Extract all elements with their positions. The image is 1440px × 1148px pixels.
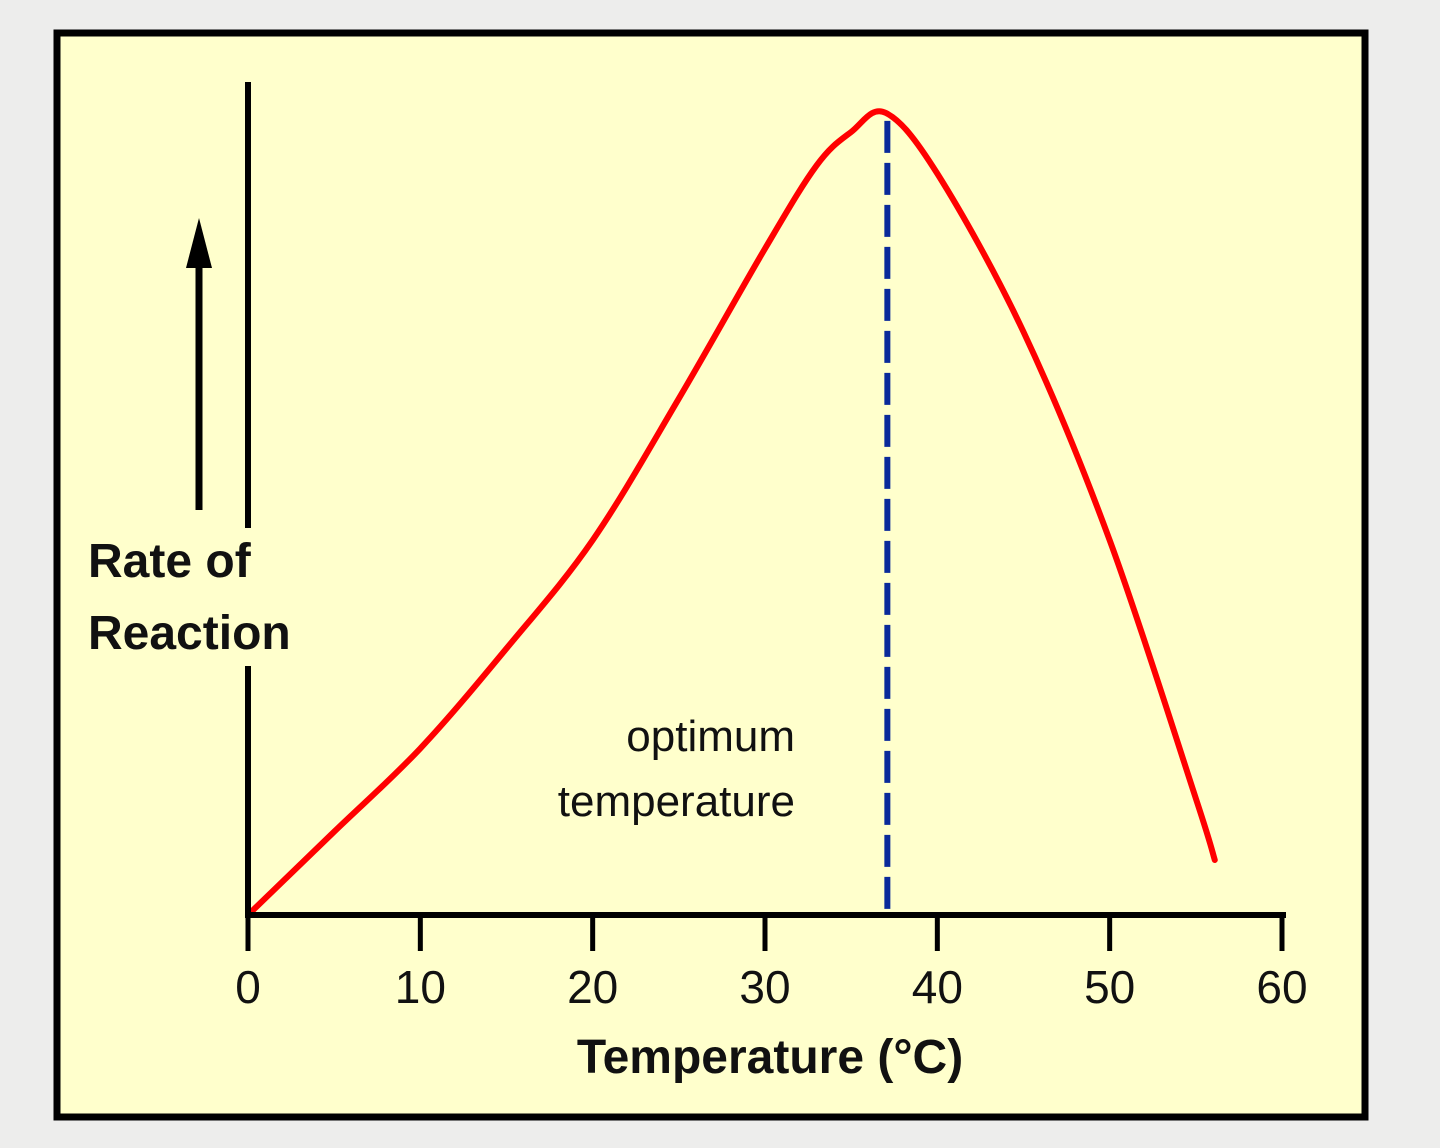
x-tick-label: 20	[567, 961, 618, 1013]
y-label-background	[240, 528, 256, 666]
x-tick-label: 0	[235, 961, 261, 1013]
x-tick-label: 10	[395, 961, 446, 1013]
up-arrow-icon	[186, 218, 212, 510]
y-axis-label-line2: Reaction	[88, 607, 291, 660]
x-axis-label: Temperature (°C)	[577, 1031, 963, 1084]
x-tick-label: 60	[1256, 961, 1307, 1013]
y-axis-label-line1: Rate of	[88, 535, 252, 588]
rate-curve	[245, 108, 1218, 918]
x-tick-label: 50	[1084, 961, 1135, 1013]
x-tick-label: 30	[739, 961, 790, 1013]
x-tick-label: 40	[912, 961, 963, 1013]
annotation-line1: optimum	[626, 712, 795, 761]
chart-frame	[53, 29, 1369, 1121]
annotation-line2: temperature	[558, 777, 795, 826]
